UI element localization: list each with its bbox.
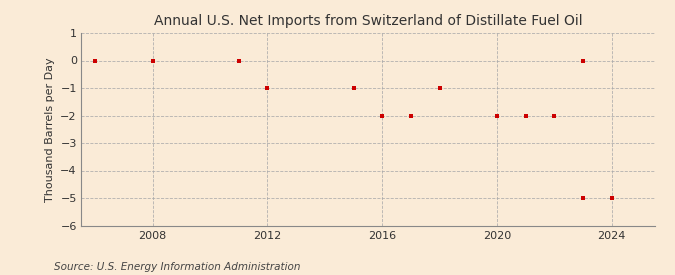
Title: Annual U.S. Net Imports from Switzerland of Distillate Fuel Oil: Annual U.S. Net Imports from Switzerland… <box>153 14 582 28</box>
Y-axis label: Thousand Barrels per Day: Thousand Barrels per Day <box>45 57 55 202</box>
Text: Source: U.S. Energy Information Administration: Source: U.S. Energy Information Administ… <box>54 262 300 272</box>
